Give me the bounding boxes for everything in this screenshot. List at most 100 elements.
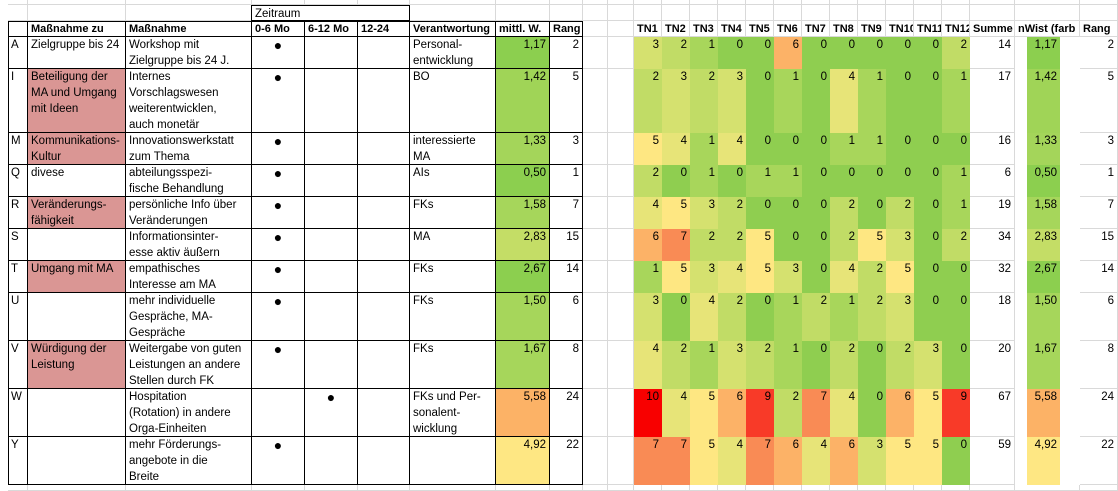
empty-cell[interactable] [914, 5, 942, 21]
empty-cell[interactable] [305, 485, 358, 491]
rank-cell[interactable]: 8 [550, 341, 583, 389]
tn-score-cell[interactable]: 0 [914, 261, 942, 293]
sum-cell[interactable]: 17 [970, 69, 1015, 133]
mean-cell[interactable]: 1,33 [496, 133, 550, 165]
tn-score-cell[interactable]: 7 [746, 437, 774, 485]
empty-cell[interactable] [830, 0, 858, 5]
tn-score-cell[interactable]: 1 [634, 261, 662, 293]
column-header[interactable]: 12-24 Mo [358, 21, 410, 37]
verantwortung-cell[interactable]: AIs [410, 165, 496, 197]
empty-cell[interactable] [608, 261, 634, 293]
massnahme-cell[interactable]: Internes Vorschlagswesen weiterentwickle… [126, 69, 252, 133]
empty-cell[interactable] [28, 5, 126, 21]
period-marker[interactable]: ● [252, 165, 305, 197]
tn-score-cell[interactable]: 1 [774, 341, 802, 389]
sum-cell[interactable]: 59 [970, 437, 1015, 485]
tn-score-cell[interactable]: 2 [886, 341, 914, 389]
verantwortung-cell[interactable]: FKs [410, 293, 496, 341]
tn-score-cell[interactable]: 1 [830, 293, 858, 341]
empty-cell[interactable] [583, 165, 608, 197]
empty-cell[interactable] [583, 229, 608, 261]
rank-cell[interactable]: 14 [550, 261, 583, 293]
empty-cell[interactable] [690, 0, 718, 5]
empty-cell[interactable] [970, 0, 1015, 5]
row-id[interactable]: V [8, 341, 28, 389]
tn-score-cell[interactable]: 3 [774, 261, 802, 293]
tn-score-cell[interactable]: 0 [774, 229, 802, 261]
mean-cell[interactable]: 5,58 [496, 389, 550, 437]
empty-cell[interactable] [662, 0, 690, 5]
empty-cell[interactable] [858, 5, 886, 21]
empty-cell[interactable] [718, 5, 746, 21]
tn-score-cell[interactable]: 3 [886, 293, 914, 341]
rank2-cell[interactable]: 7 [1080, 197, 1118, 229]
empty-cell[interactable] [608, 197, 634, 229]
nwist-cell[interactable]: 2,67 [1015, 261, 1080, 293]
column-header[interactable] [8, 21, 28, 37]
tn-score-cell[interactable]: 0 [802, 229, 830, 261]
tn-score-cell[interactable]: 0 [858, 389, 886, 437]
empty-cell[interactable] [774, 5, 802, 21]
massnahme-cell[interactable]: mehr individuelle Gespräche, MA- Gespräc… [126, 293, 252, 341]
rank2-cell[interactable]: 6 [1080, 293, 1118, 341]
period-cell[interactable] [305, 341, 358, 389]
tn-score-cell[interactable]: 0 [746, 69, 774, 133]
tn-score-cell[interactable]: 5 [746, 261, 774, 293]
tn-score-cell[interactable]: 5 [746, 229, 774, 261]
empty-cell[interactable] [28, 485, 126, 491]
empty-cell[interactable] [583, 437, 608, 485]
empty-cell[interactable] [634, 485, 662, 491]
column-header[interactable]: TN6 [774, 21, 802, 37]
period-cell[interactable] [358, 437, 410, 485]
column-header[interactable]: TN3 [690, 21, 718, 37]
tn-score-cell[interactable]: 6 [774, 437, 802, 485]
tn-score-cell[interactable]: 2 [830, 341, 858, 389]
sum-cell[interactable]: 19 [970, 197, 1015, 229]
rank-cell[interactable]: 2 [550, 37, 583, 69]
tn-score-cell[interactable]: 2 [830, 229, 858, 261]
mean-cell[interactable]: 1,17 [496, 37, 550, 69]
tn-score-cell[interactable]: 0 [942, 437, 970, 485]
empty-cell[interactable] [496, 5, 550, 21]
massnahme-cell[interactable]: Workshop mit Zielgruppe bis 24 J. [126, 37, 252, 69]
period-marker[interactable]: ● [252, 341, 305, 389]
period-cell[interactable] [358, 165, 410, 197]
empty-cell[interactable] [608, 37, 634, 69]
tn-score-cell[interactable]: 5 [886, 261, 914, 293]
tn-score-cell[interactable]: 0 [802, 69, 830, 133]
verantwortung-cell[interactable]: FKs [410, 261, 496, 293]
tn-score-cell[interactable]: 0 [886, 165, 914, 197]
empty-cell[interactable] [802, 5, 830, 21]
tn-score-cell[interactable]: 4 [662, 133, 690, 165]
tn-score-cell[interactable]: 0 [746, 197, 774, 229]
empty-cell[interactable] [583, 133, 608, 165]
empty-cell[interactable] [858, 485, 886, 491]
row-id[interactable]: T [8, 261, 28, 293]
empty-cell[interactable] [583, 197, 608, 229]
tn-score-cell[interactable]: 1 [774, 69, 802, 133]
tn-score-cell[interactable]: 0 [802, 261, 830, 293]
massnahme-cell[interactable]: Hospitation (Rotation) in andere Orga-Ei… [126, 389, 252, 437]
row-id[interactable]: I [8, 69, 28, 133]
empty-cell[interactable] [8, 485, 28, 491]
empty-cell[interactable] [608, 229, 634, 261]
period-marker[interactable]: ● [252, 293, 305, 341]
empty-cell[interactable] [634, 5, 662, 21]
tn-score-cell[interactable]: 5 [634, 133, 662, 165]
column-header[interactable]: nWist (farb [1015, 21, 1080, 37]
mean-cell[interactable]: 4,92 [496, 437, 550, 485]
tn-score-cell[interactable]: 7 [802, 389, 830, 437]
period-marker[interactable]: ● [252, 197, 305, 229]
empty-cell[interactable] [583, 341, 608, 389]
tn-score-cell[interactable]: 0 [914, 133, 942, 165]
verantwortung-cell[interactable]: FKs [410, 197, 496, 229]
row-id[interactable]: U [8, 293, 28, 341]
verantwortung-cell[interactable]: FKs [410, 341, 496, 389]
period-cell[interactable] [358, 293, 410, 341]
period-cell[interactable] [358, 341, 410, 389]
rank2-cell[interactable]: 15 [1080, 229, 1118, 261]
empty-cell[interactable] [126, 5, 252, 21]
tn-score-cell[interactable]: 5 [886, 437, 914, 485]
rank-cell[interactable]: 3 [550, 133, 583, 165]
column-header[interactable]: TN9 [858, 21, 886, 37]
